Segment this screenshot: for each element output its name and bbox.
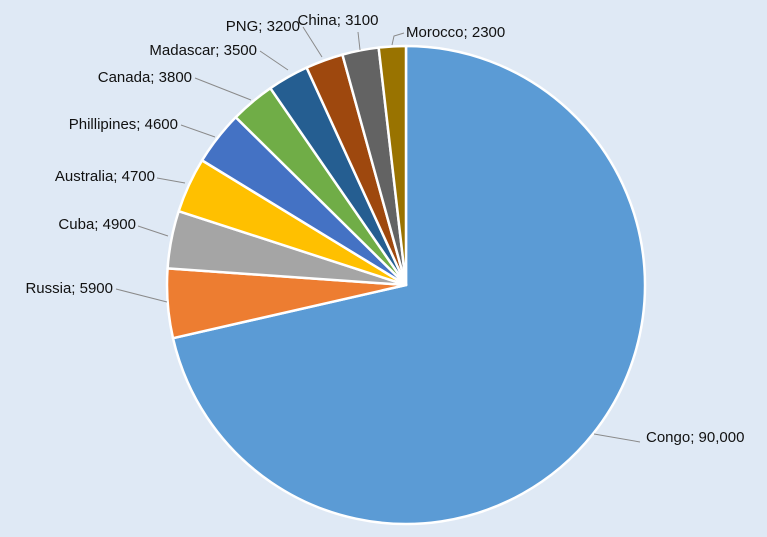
- leader-line-morocco: [391, 32, 405, 46]
- leader-line-australia: [156, 177, 186, 184]
- leader-line-congo: [593, 433, 641, 443]
- leader-line-russia: [115, 288, 168, 303]
- pie-slices: [165, 44, 647, 526]
- pie-slice-congo: [171, 44, 647, 526]
- pie-slice-morocco: [377, 44, 408, 287]
- data-label-png: PNG; 3200: [226, 18, 300, 35]
- data-label-china: China; 3100: [298, 12, 379, 29]
- data-label-cuba: Cuba; 4900: [58, 216, 136, 233]
- leader-line-png: [302, 26, 323, 58]
- leader-line-china: [357, 31, 361, 51]
- data-label-morocco: Morocco; 2300: [406, 24, 505, 41]
- data-label-canada: Canada; 3800: [98, 69, 192, 86]
- data-label-madascar: Madascar; 3500: [149, 42, 257, 59]
- leader-line-madascar: [259, 50, 289, 71]
- data-label-phillipines: Phillipines; 4600: [69, 116, 178, 133]
- leader-line-phillipines: [180, 124, 216, 138]
- data-label-congo: Congo; 90,000: [646, 429, 744, 446]
- data-label-australia: Australia; 4700: [55, 168, 155, 185]
- data-label-russia: Russia; 5900: [25, 280, 113, 297]
- leader-lines: [115, 26, 641, 443]
- leader-line-canada: [194, 77, 252, 101]
- data-labels: Congo; 90,000 Russia; 5900 Cuba; 4900 Austr…: [25, 12, 744, 446]
- leader-line-cuba: [137, 225, 169, 237]
